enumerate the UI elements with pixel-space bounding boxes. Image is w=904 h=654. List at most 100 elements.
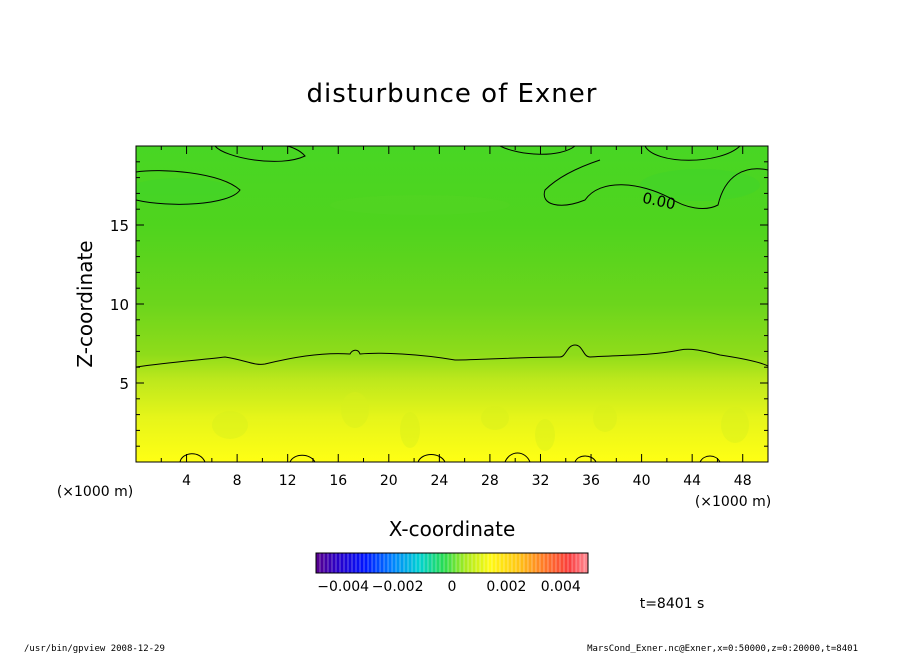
x-unit-left: (×1000 m) xyxy=(57,484,133,500)
colorbar-cell xyxy=(476,553,481,573)
colorbar-cell xyxy=(328,553,333,573)
contour-bottom-6 xyxy=(699,455,721,462)
x-unit-right: (×1000 m) xyxy=(695,494,771,510)
contour-top-right-a xyxy=(644,146,741,161)
x-tick-label: 12 xyxy=(279,473,297,489)
colorbar-tick-label: 0.004 xyxy=(541,579,581,595)
colorbar-cell xyxy=(552,553,557,573)
chart-title: disturbunce of Exner xyxy=(307,79,598,109)
colorbar-cell xyxy=(348,553,353,573)
colorbar-tick-label: −0.002 xyxy=(372,579,424,595)
colorbar-cell xyxy=(336,553,341,573)
colorbar-cell xyxy=(424,553,429,573)
z-tick-label: 15 xyxy=(110,217,129,235)
colorbar-cell xyxy=(464,553,469,573)
colorbar-cell xyxy=(568,553,573,573)
colorbar-cell xyxy=(332,553,337,573)
x-tick-label: 8 xyxy=(233,473,242,489)
exner-field xyxy=(136,146,768,462)
contour-top-left-a xyxy=(136,170,241,205)
colorbar-tick-label: 0 xyxy=(448,579,457,595)
colorbar-cell xyxy=(548,553,553,573)
x-tick-label: 20 xyxy=(380,473,398,489)
colorbar-cell xyxy=(316,553,321,573)
colorbar-cell xyxy=(528,553,533,573)
colorbar-tick-label: −0.004 xyxy=(317,579,369,595)
colorbar-frame xyxy=(315,552,589,574)
z-tick-label: 5 xyxy=(119,375,129,393)
footer-left: /usr/bin/gpview 2008-12-29 xyxy=(24,644,165,654)
y-axis-label: Z-coordinate xyxy=(73,240,97,367)
colorbar-cell xyxy=(324,553,329,573)
x-tick-label: 40 xyxy=(633,473,651,489)
colorbar-cell xyxy=(360,553,365,573)
colorbar-cell xyxy=(496,553,501,573)
x-tick-label: 24 xyxy=(430,473,448,489)
colorbar-cell xyxy=(428,553,433,573)
colorbar-cell xyxy=(572,553,577,573)
colorbar-cell xyxy=(376,553,381,573)
colorbar-cell xyxy=(484,553,489,573)
colorbar-cell xyxy=(444,553,449,573)
colorbar-cell xyxy=(364,553,369,573)
colorbar-cell xyxy=(556,553,561,573)
colorbar-cell xyxy=(460,553,465,573)
colorbar-cell xyxy=(508,553,513,573)
footer-right: MarsCond_Exner.nc@Exner,x=0:50000,z=0:20… xyxy=(587,644,858,654)
colorbar-cell xyxy=(320,553,325,573)
colorbar-cell xyxy=(472,553,477,573)
colorbar-cell xyxy=(560,553,565,573)
colorbar-cell xyxy=(440,553,445,573)
colorbar-cell xyxy=(456,553,461,573)
colorbar-cell xyxy=(432,553,437,573)
colorbar-cell xyxy=(396,553,401,573)
x-tick-label: 44 xyxy=(683,473,701,489)
colorbar-cell xyxy=(536,553,541,573)
contour-bottom-5 xyxy=(574,455,597,462)
field-texture xyxy=(136,169,760,451)
x-tick-label: 48 xyxy=(734,473,752,489)
colorbar-cell xyxy=(576,553,581,573)
colorbar-cell xyxy=(400,553,405,573)
colorbar-cell xyxy=(532,553,537,573)
colorbar-cell xyxy=(392,553,397,573)
plot-area: 0.00 xyxy=(136,146,768,462)
colorbar-cell xyxy=(388,553,393,573)
colorbar-cell xyxy=(504,553,509,573)
colorbar-cell xyxy=(524,553,529,573)
contour-top-center xyxy=(499,146,576,155)
x-axis: 4 8 12 16 20 24 28 32 36 40 44 48 xyxy=(160,146,752,489)
colorbar-cell xyxy=(408,553,413,573)
colorbar-cell xyxy=(368,553,373,573)
colorbar xyxy=(316,553,589,573)
colorbar-cell xyxy=(372,553,377,573)
colorbar-cell xyxy=(584,553,589,573)
colorbar-labels: −0.004 −0.002 0 0.002 0.004 xyxy=(317,579,581,595)
colorbar-cell xyxy=(416,553,421,573)
colorbar-cell xyxy=(344,553,349,573)
colorbar-cell xyxy=(420,553,425,573)
colorbar-cell xyxy=(436,553,441,573)
z-tick-label: 10 xyxy=(110,296,129,314)
x-tick-label: 4 xyxy=(182,473,191,489)
colorbar-cell xyxy=(380,553,385,573)
colorbar-cell xyxy=(356,553,361,573)
colorbar-cell xyxy=(384,553,389,573)
colorbar-cell xyxy=(540,553,545,573)
colorbar-cell xyxy=(564,553,569,573)
x-tick-label: 28 xyxy=(481,473,499,489)
contour-zero-mid xyxy=(136,344,768,368)
colorbar-cell xyxy=(580,553,585,573)
colorbar-cell xyxy=(520,553,525,573)
contour-bottom-1 xyxy=(179,453,206,462)
colorbar-cell xyxy=(340,553,345,573)
colorbar-cell xyxy=(488,553,493,573)
contour-lines xyxy=(136,146,768,462)
time-label: t=8401 s xyxy=(640,596,705,612)
x-tick-label: 36 xyxy=(582,473,600,489)
colorbar-cell xyxy=(516,553,521,573)
contour-top-left-b xyxy=(214,146,306,162)
x-tick-label: 32 xyxy=(532,473,550,489)
colorbar-cell xyxy=(492,553,497,573)
